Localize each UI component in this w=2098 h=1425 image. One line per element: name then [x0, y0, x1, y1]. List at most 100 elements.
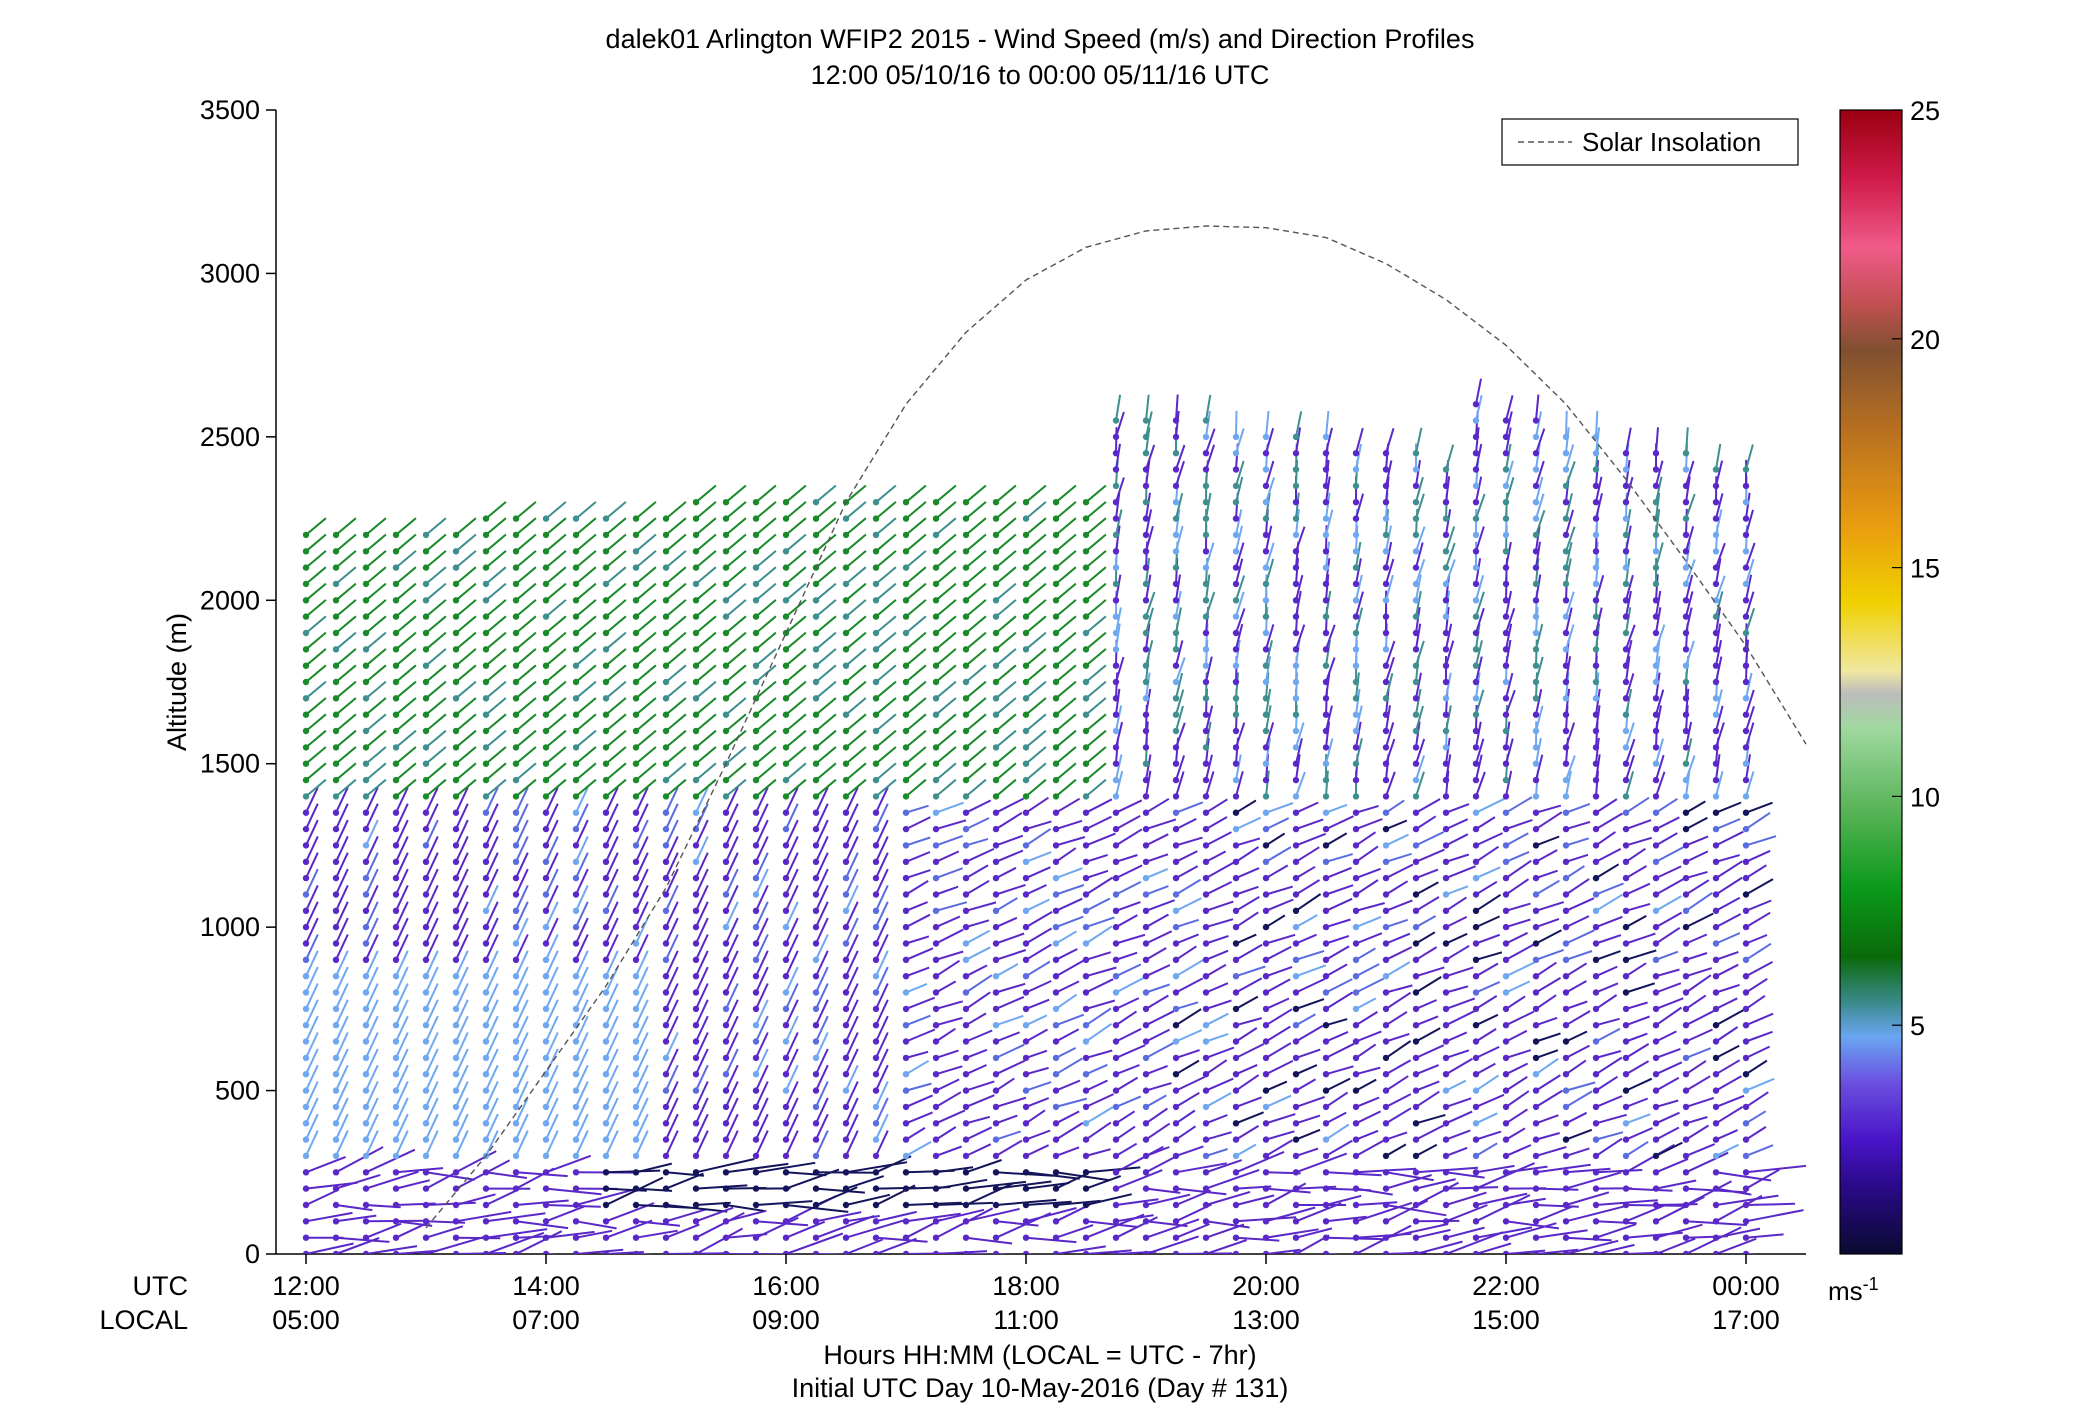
wind-barb — [1385, 833, 1409, 847]
wind-barb-point — [422, 1120, 430, 1127]
wind-barb-point — [842, 744, 850, 751]
wind-barb — [1685, 738, 1693, 764]
wind-barb-point — [1562, 1038, 1570, 1045]
wind-barb-point — [572, 923, 580, 931]
wind-barb — [545, 803, 559, 830]
wind-barb — [305, 746, 327, 765]
wind-barb-point — [602, 1005, 610, 1013]
wind-barb — [935, 1109, 966, 1125]
wind-barb-point — [572, 1234, 580, 1241]
wind-barb — [1025, 599, 1047, 618]
wind-barb-point — [872, 580, 880, 588]
wind-barb — [335, 983, 349, 1010]
wind-barb — [1535, 656, 1544, 683]
wind-barb-point — [752, 809, 760, 816]
wind-barb-point — [1502, 842, 1510, 849]
wind-barb-point — [872, 548, 880, 555]
wind-barb-point — [1292, 809, 1300, 816]
wind-barb-point — [1412, 940, 1420, 947]
wind-barb — [845, 517, 867, 536]
wind-barb-point — [1502, 956, 1510, 963]
wind-barb-point — [332, 1201, 340, 1209]
wind-barb — [1475, 845, 1500, 863]
wind-barb — [1505, 623, 1513, 650]
wind-barb — [665, 1032, 679, 1059]
wind-barb — [395, 1097, 409, 1124]
wind-barb-point — [1562, 678, 1570, 686]
wind-barb — [1595, 754, 1601, 781]
wind-barb-point — [1442, 956, 1450, 963]
x-row-utc-label: UTC — [133, 1271, 189, 1301]
wind-barb — [1625, 902, 1651, 912]
wind-barb — [335, 533, 357, 553]
wind-barb — [1265, 832, 1286, 847]
wind-barb — [1295, 1202, 1342, 1223]
wind-barb-point — [1442, 973, 1450, 980]
x-tick-label-utc: 14:00 — [512, 1271, 580, 1301]
wind-barb — [845, 1048, 859, 1075]
wind-barb — [335, 550, 357, 569]
wind-barb — [1355, 574, 1363, 601]
wind-barb — [1235, 428, 1245, 454]
wind-barb-point — [1052, 1201, 1060, 1209]
wind-barb-point — [1682, 727, 1690, 735]
wind-barb — [965, 517, 987, 536]
wind-barb-point — [572, 1201, 580, 1209]
wind-barb — [1055, 819, 1083, 831]
wind-barb-point — [1382, 531, 1390, 539]
wind-barb — [1445, 916, 1468, 928]
wind-barb — [605, 1032, 619, 1059]
wind-barb-point — [452, 1152, 460, 1160]
wind-barb — [995, 697, 1017, 716]
wind-barb-point — [1682, 825, 1690, 833]
wind-barb-point — [1232, 973, 1240, 980]
wind-barb — [785, 1204, 849, 1213]
wind-barb-point — [1622, 1005, 1630, 1013]
wind-barb-point — [1442, 1021, 1450, 1029]
wind-barb-point — [1262, 613, 1270, 620]
wind-barb — [1235, 1063, 1258, 1076]
wind-barb-point — [962, 940, 970, 947]
wind-barb-point — [872, 1120, 880, 1127]
wind-barb-point — [1652, 629, 1660, 637]
wind-barb — [1655, 968, 1680, 978]
wind-barb-point — [1322, 1038, 1330, 1045]
wind-barb-point — [1622, 629, 1630, 637]
wind-barb — [1085, 1022, 1113, 1043]
wind-barb-point — [782, 499, 790, 506]
wind-barb — [665, 1204, 728, 1213]
wind-barb — [515, 934, 529, 961]
wind-barb-point — [1352, 1136, 1360, 1143]
wind-barb — [785, 786, 799, 814]
wind-barb — [965, 582, 987, 602]
wind-barb — [485, 1048, 499, 1075]
wind-barb — [1175, 1109, 1196, 1125]
wind-barb-point — [812, 1021, 820, 1029]
wind-barb-point — [1352, 531, 1360, 539]
wind-barb-point — [542, 1054, 550, 1062]
wind-barb-point — [782, 1234, 790, 1241]
wind-barb — [1325, 574, 1330, 601]
wind-barb — [1025, 1129, 1051, 1141]
wind-barb-point — [1382, 973, 1390, 980]
wind-barb-point — [1592, 482, 1600, 490]
wind-barb-point — [692, 1054, 700, 1062]
wind-barb-point — [992, 564, 1000, 571]
wind-barb — [1625, 949, 1657, 961]
wind-barb-point — [692, 956, 700, 963]
wind-barb — [665, 1130, 679, 1157]
wind-barb — [335, 1173, 381, 1190]
wind-barb-point — [662, 1054, 670, 1062]
wind-barb — [1595, 1243, 1635, 1254]
wind-barb-point — [902, 646, 910, 653]
wind-barb-point — [1112, 1234, 1120, 1241]
wind-barb-point — [1082, 1152, 1090, 1160]
wind-barb-point — [1562, 629, 1570, 637]
wind-barb — [335, 566, 357, 585]
wind-barb-point — [1172, 744, 1180, 751]
wind-barb-point — [1472, 433, 1480, 441]
wind-barb — [575, 819, 589, 846]
wind-barb-point — [422, 1038, 430, 1045]
wind-barb-point — [662, 891, 670, 898]
wind-barb-point — [452, 858, 460, 865]
